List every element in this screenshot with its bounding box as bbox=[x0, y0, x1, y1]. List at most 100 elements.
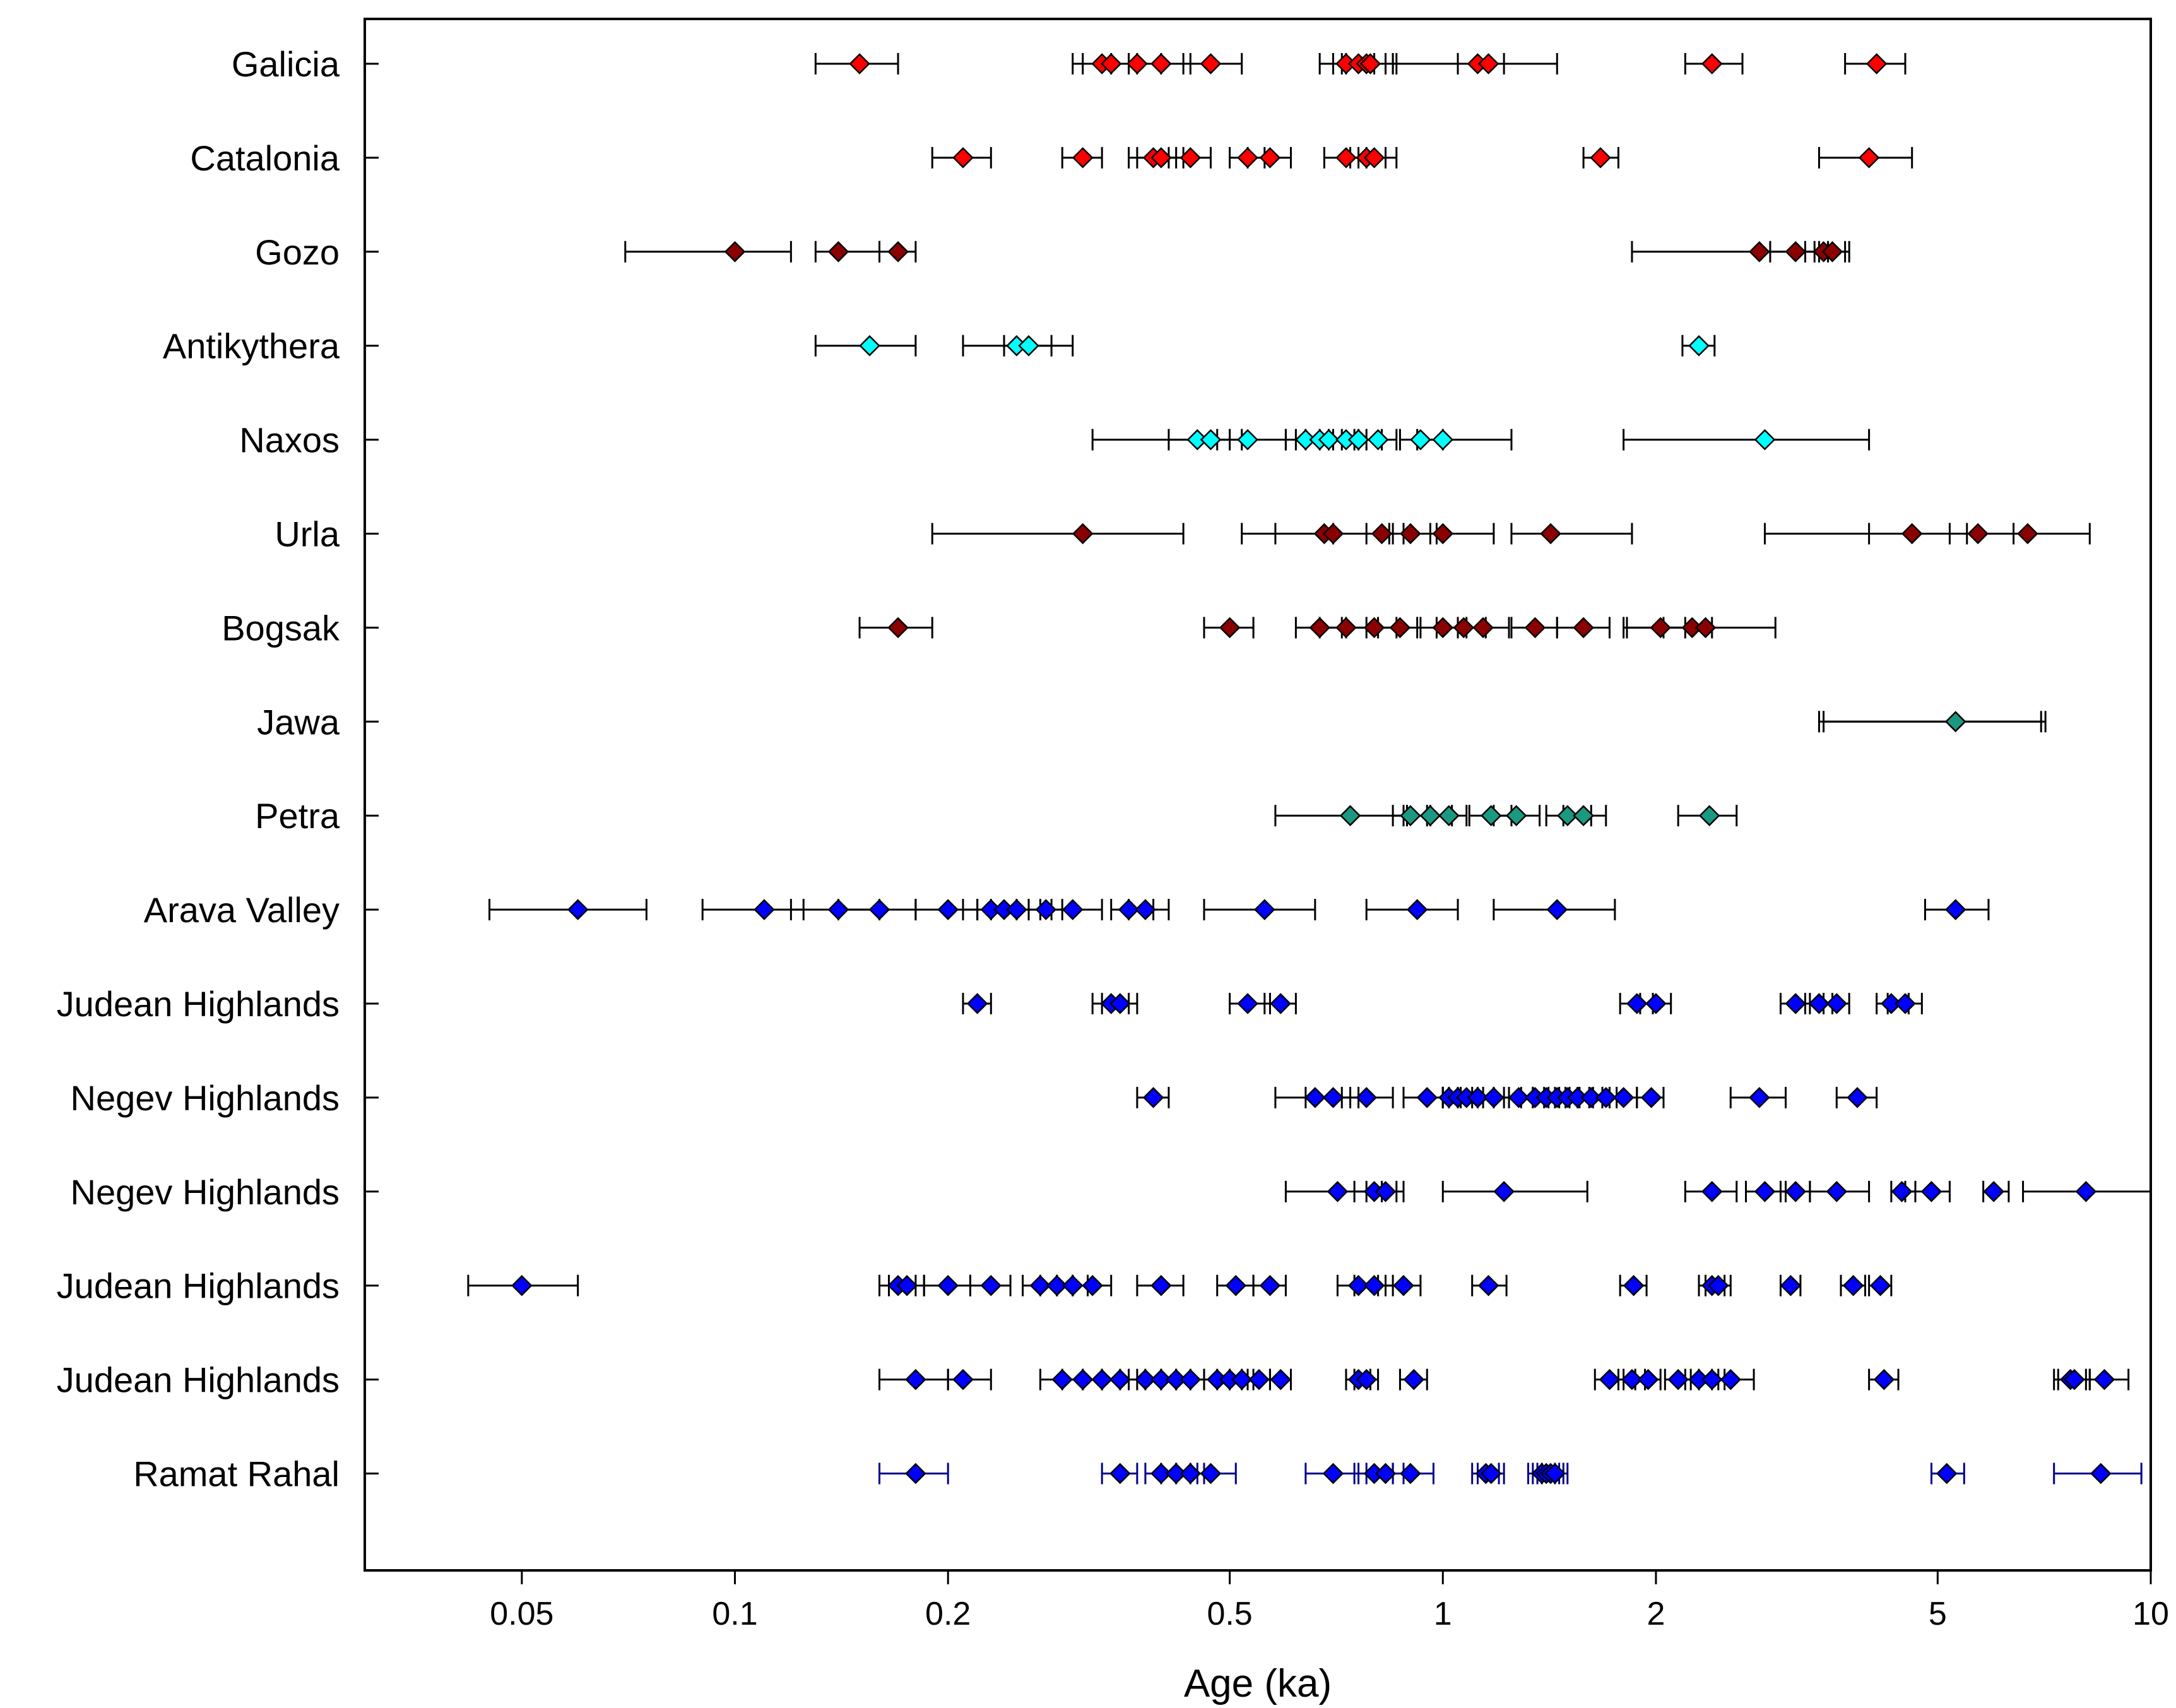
data-point-diamond bbox=[1480, 1462, 1502, 1485]
data-point-diamond bbox=[1254, 899, 1275, 920]
data-point-diamond bbox=[1944, 899, 1966, 920]
data-point-diamond bbox=[1006, 899, 1027, 920]
data-point-diamond bbox=[1347, 1274, 1369, 1296]
data-point-diamond bbox=[1100, 53, 1122, 74]
y-category-label: Bogsak bbox=[222, 608, 340, 648]
data-point-diamond bbox=[887, 617, 909, 639]
data-point-diamond bbox=[1400, 1462, 1421, 1485]
y-category-label: Judean Highlands bbox=[57, 1266, 340, 1306]
y-category-label: Galicia bbox=[232, 44, 340, 84]
y-category-label: Naxos bbox=[239, 420, 340, 460]
data-point-diamond bbox=[1237, 993, 1258, 1014]
x-tick-label: 5 bbox=[1929, 1596, 1947, 1632]
data-point-diamond bbox=[1335, 617, 1357, 639]
data-point-diamond bbox=[1091, 1368, 1113, 1391]
y-category-label: Judean Highlands bbox=[57, 984, 340, 1024]
data-point-diamond bbox=[1416, 1087, 1438, 1108]
data-point-diamond bbox=[1327, 1181, 1349, 1202]
data-point-diamond bbox=[1640, 1087, 1662, 1108]
data-point-diamond bbox=[1754, 1181, 1776, 1202]
x-tick-label: 10 bbox=[2132, 1596, 2169, 1632]
data-point-diamond bbox=[511, 1274, 533, 1296]
data-point-diamond bbox=[1403, 1368, 1425, 1391]
data-point-diamond bbox=[1339, 805, 1361, 826]
data-point-diamond bbox=[1901, 523, 1923, 545]
series-row: Negev Highlands bbox=[71, 1078, 1878, 1118]
data-point-diamond bbox=[1295, 429, 1316, 451]
data-point-diamond bbox=[1785, 993, 1807, 1014]
series-row: Catalonia bbox=[190, 138, 1913, 178]
data-point-diamond bbox=[724, 241, 746, 263]
data-point-diamond bbox=[1821, 241, 1843, 263]
data-point-diamond bbox=[1419, 805, 1441, 826]
data-point-diamond bbox=[1061, 899, 1084, 920]
data-point-diamond bbox=[1873, 1368, 1895, 1391]
data-point-diamond bbox=[1322, 523, 1344, 545]
data-point-diamond bbox=[937, 899, 959, 920]
data-point-diamond bbox=[887, 241, 909, 263]
data-point-diamond bbox=[1150, 147, 1172, 169]
data-point-diamond bbox=[1785, 241, 1807, 263]
data-point-diamond bbox=[1180, 1462, 1202, 1485]
data-point-diamond bbox=[1667, 1368, 1689, 1391]
data-point-diamond bbox=[1270, 993, 1291, 1014]
data-point-diamond bbox=[1400, 523, 1421, 545]
data-point-diamond bbox=[952, 1368, 974, 1391]
data-point-diamond bbox=[1612, 1087, 1635, 1108]
data-point-diamond bbox=[905, 1462, 926, 1485]
data-point-diamond bbox=[1891, 1181, 1913, 1202]
x-tick-label: 0.1 bbox=[712, 1596, 757, 1632]
series-row: Naxos bbox=[239, 420, 1871, 460]
data-point-diamond bbox=[1467, 1087, 1489, 1108]
y-category-label: Urla bbox=[275, 514, 340, 554]
data-point-diamond bbox=[1936, 1462, 1958, 1485]
x-axis-label: Age (ka) bbox=[1184, 1662, 1332, 1705]
data-point-diamond bbox=[1367, 429, 1389, 451]
data-point-diamond bbox=[1701, 53, 1723, 74]
data-point-diamond bbox=[1165, 1462, 1187, 1485]
x-tick-label: 1 bbox=[1434, 1596, 1452, 1632]
data-point-diamond bbox=[1505, 805, 1527, 826]
y-category-label: Arava Valley bbox=[144, 890, 340, 930]
series-row: Urla bbox=[275, 514, 2091, 554]
series-row: Galicia bbox=[232, 44, 1907, 84]
data-point-diamond bbox=[1109, 993, 1131, 1014]
data-point-diamond bbox=[1237, 147, 1258, 169]
data-point-diamond bbox=[1109, 1462, 1131, 1485]
data-point-diamond bbox=[1645, 993, 1667, 1014]
data-point-diamond bbox=[1270, 1368, 1291, 1391]
data-point-diamond bbox=[1248, 1368, 1270, 1391]
data-point-diamond bbox=[1335, 147, 1357, 169]
series-row: Ramat Rahal bbox=[133, 1454, 2143, 1494]
y-category-label: Catalonia bbox=[190, 138, 340, 178]
data-point-diamond bbox=[1142, 1087, 1164, 1108]
data-point-diamond bbox=[1983, 1181, 2004, 1202]
data-point-diamond bbox=[827, 241, 849, 263]
data-point-diamond bbox=[868, 899, 890, 920]
data-point-diamond bbox=[1363, 617, 1385, 639]
data-point-diamond bbox=[1720, 1368, 1742, 1391]
data-point-diamond bbox=[1371, 523, 1393, 545]
data-point-diamond bbox=[1406, 899, 1428, 920]
series-row: Gozo bbox=[255, 232, 1850, 272]
data-point-diamond bbox=[1061, 1274, 1084, 1296]
y-category-label: Negev Highlands bbox=[71, 1078, 340, 1118]
data-point-diamond bbox=[1708, 1274, 1729, 1296]
y-category-label: Ramat Rahal bbox=[133, 1454, 340, 1494]
data-point-diamond bbox=[1477, 53, 1499, 74]
data-point-diamond bbox=[1082, 1274, 1103, 1296]
data-point-diamond bbox=[1359, 53, 1381, 74]
data-point-diamond bbox=[1866, 53, 1888, 74]
data-point-diamond bbox=[1826, 1181, 1848, 1202]
data-point-diamond bbox=[1557, 805, 1578, 826]
data-point-diamond bbox=[1410, 429, 1431, 451]
data-point-diamond bbox=[1259, 1274, 1281, 1296]
data-point-diamond bbox=[1072, 147, 1094, 169]
data-point-diamond bbox=[952, 147, 974, 169]
data-point-diamond bbox=[1438, 805, 1460, 826]
data-point-diamond bbox=[1920, 1181, 1942, 1202]
data-point-diamond bbox=[1895, 993, 1916, 1014]
data-point-diamond bbox=[1480, 805, 1502, 826]
y-category-label: Gozo bbox=[255, 232, 340, 272]
data-point-diamond bbox=[1432, 617, 1454, 639]
